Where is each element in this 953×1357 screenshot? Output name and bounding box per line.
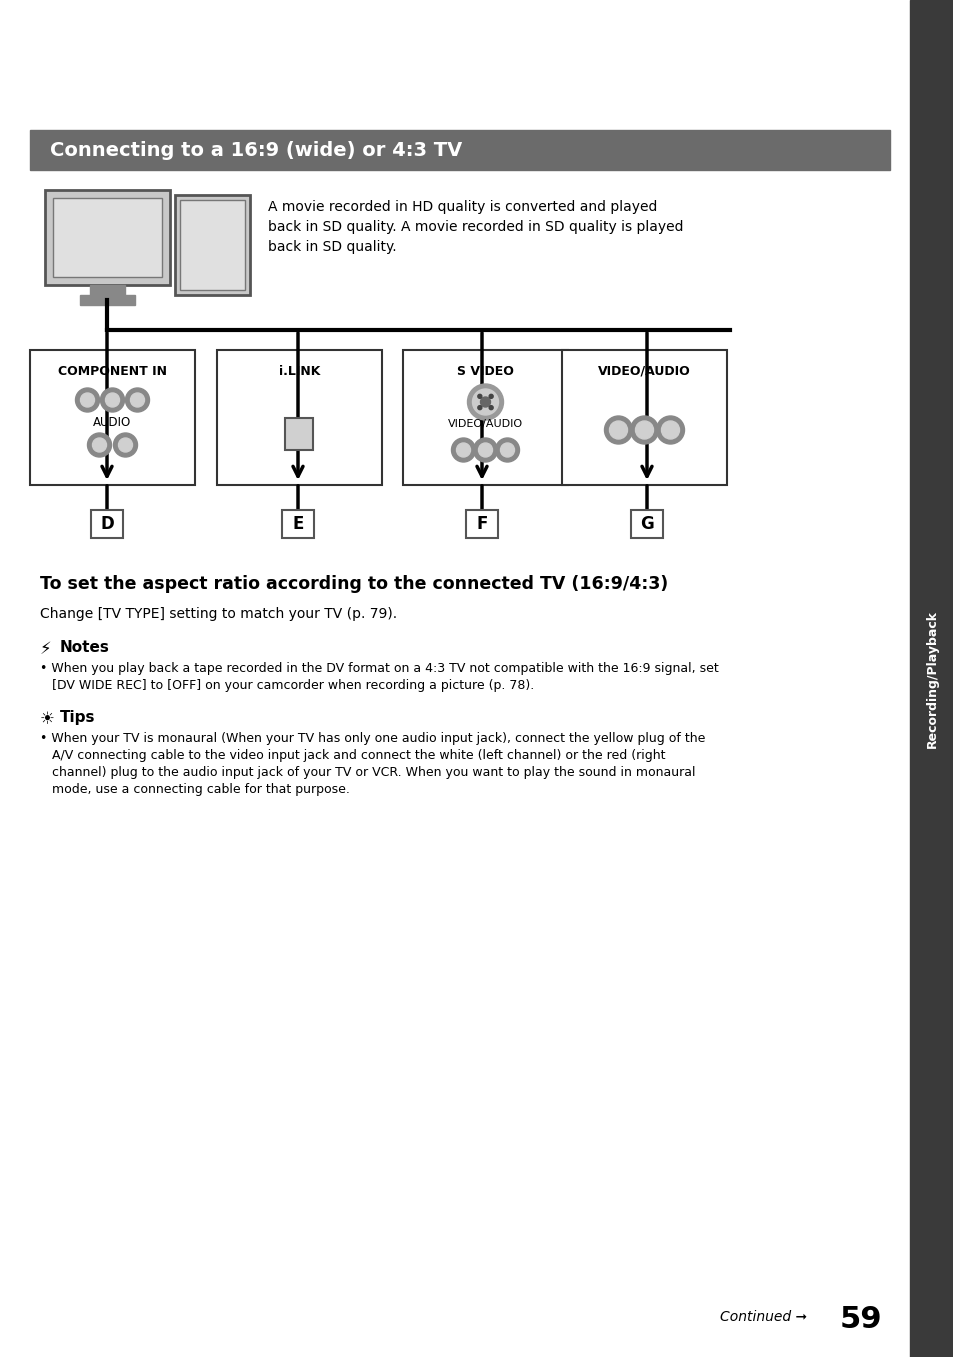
Circle shape	[609, 421, 627, 440]
Circle shape	[113, 433, 137, 457]
Text: VIDEO/AUDIO: VIDEO/AUDIO	[448, 419, 522, 429]
Bar	[30, 350, 194, 484]
Circle shape	[489, 406, 493, 410]
Circle shape	[495, 438, 519, 461]
Circle shape	[456, 442, 470, 457]
Circle shape	[126, 388, 150, 413]
Text: back in SD quality.: back in SD quality.	[268, 240, 396, 254]
Circle shape	[80, 394, 94, 407]
Text: G: G	[639, 516, 653, 533]
Bar	[90, 285, 125, 294]
Bar	[174, 195, 250, 294]
Text: Continued ➞: Continued ➞	[720, 1310, 806, 1324]
Circle shape	[480, 398, 490, 407]
Bar	[561, 350, 726, 484]
Bar	[630, 510, 662, 537]
Circle shape	[100, 388, 125, 413]
Bar	[282, 510, 314, 537]
Circle shape	[75, 388, 99, 413]
Bar	[216, 350, 381, 484]
Circle shape	[472, 389, 498, 415]
Bar	[91, 510, 123, 537]
Text: mode, use a connecting cable for that purpose.: mode, use a connecting cable for that pu…	[52, 783, 350, 797]
Text: Recording/Playback: Recording/Playback	[924, 609, 938, 748]
Bar	[53, 198, 162, 277]
Circle shape	[451, 438, 475, 461]
Text: ☀: ☀	[40, 710, 55, 727]
Bar	[45, 190, 170, 285]
Text: COMPONENT IN: COMPONENT IN	[58, 365, 167, 379]
Bar	[465, 510, 497, 537]
Text: AUDIO: AUDIO	[93, 415, 132, 429]
Text: • When you play back a tape recorded in the DV format on a 4:3 TV not compatible: • When you play back a tape recorded in …	[40, 662, 718, 674]
Bar	[180, 199, 245, 290]
Text: Notes: Notes	[60, 641, 110, 655]
Circle shape	[88, 433, 112, 457]
Circle shape	[478, 442, 492, 457]
Circle shape	[604, 417, 632, 444]
Text: • When your TV is monaural (When your TV has only one audio input jack), connect: • When your TV is monaural (When your TV…	[40, 731, 704, 745]
Text: 59: 59	[840, 1305, 882, 1334]
Circle shape	[106, 394, 119, 407]
Circle shape	[118, 438, 132, 452]
Circle shape	[500, 442, 514, 457]
Text: To set the aspect ratio according to the connected TV (16:9/4:3): To set the aspect ratio according to the…	[40, 575, 667, 593]
Bar	[80, 294, 135, 305]
Text: [DV WIDE REC] to [OFF] on your camcorder when recording a picture (p. 78).: [DV WIDE REC] to [OFF] on your camcorder…	[52, 678, 534, 692]
Circle shape	[473, 438, 497, 461]
Text: F: F	[476, 516, 487, 533]
Circle shape	[131, 394, 144, 407]
Text: A/V connecting cable to the video input jack and connect the white (left channel: A/V connecting cable to the video input …	[52, 749, 665, 763]
Text: channel) plug to the audio input jack of your TV or VCR. When you want to play t: channel) plug to the audio input jack of…	[52, 765, 695, 779]
Bar	[285, 418, 314, 451]
Text: VIDEO/AUDIO: VIDEO/AUDIO	[598, 365, 690, 379]
Text: E: E	[292, 516, 303, 533]
Text: i.LINK: i.LINK	[278, 365, 320, 379]
Circle shape	[92, 438, 107, 452]
Circle shape	[656, 417, 684, 444]
Circle shape	[477, 406, 481, 410]
Text: D: D	[100, 516, 113, 533]
Bar	[909, 0, 953, 1357]
Circle shape	[489, 395, 493, 399]
Text: S VIDEO: S VIDEO	[456, 365, 514, 379]
Bar	[30, 130, 889, 170]
Bar	[288, 422, 310, 427]
Text: Connecting to a 16:9 (wide) or 4:3 TV: Connecting to a 16:9 (wide) or 4:3 TV	[50, 141, 462, 160]
Circle shape	[630, 417, 658, 444]
Circle shape	[477, 395, 481, 399]
Text: Change [TV TYPE] setting to match your TV (p. 79).: Change [TV TYPE] setting to match your T…	[40, 607, 396, 622]
Text: ⚡: ⚡	[40, 641, 51, 658]
Text: Tips: Tips	[60, 710, 95, 725]
Circle shape	[635, 421, 653, 440]
Circle shape	[467, 384, 503, 421]
Text: A movie recorded in HD quality is converted and played: A movie recorded in HD quality is conver…	[268, 199, 657, 214]
Text: back in SD quality. A movie recorded in SD quality is played: back in SD quality. A movie recorded in …	[268, 220, 682, 233]
Bar	[402, 350, 567, 484]
Circle shape	[660, 421, 679, 440]
